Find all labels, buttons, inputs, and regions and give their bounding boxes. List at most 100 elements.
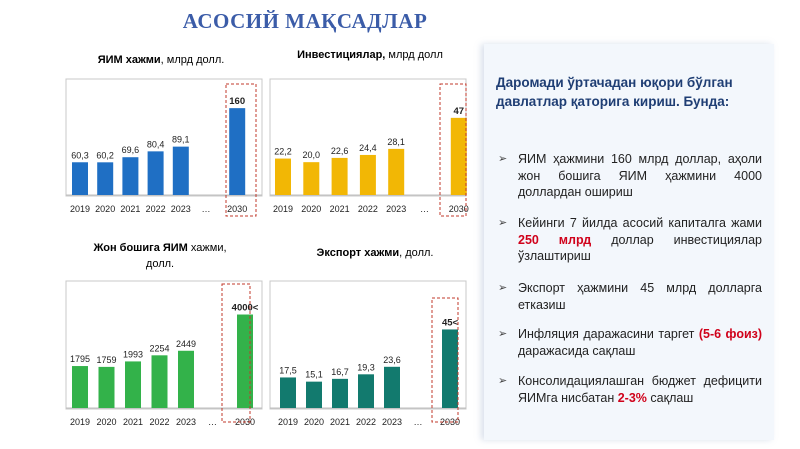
goal-text-part: Кейинги 7 йилда асосий капиталга жами — [518, 216, 762, 230]
chart-title-gdp-per-capita-bold: Жон бошига ЯИМ — [93, 242, 188, 254]
tick-label-investment-2021: 2021 — [330, 204, 350, 214]
bar-gdp-2019 — [72, 162, 88, 195]
tick-label-export-2023: 2023 — [382, 417, 402, 427]
data-label-investment-2030: 47 — [454, 106, 465, 117]
chart-title-gdp-rest: , млрд долл. — [160, 54, 225, 66]
tick-label-export-2020: 2020 — [304, 417, 324, 427]
goal-text-part: Инфляция даражасини таргет — [518, 327, 699, 341]
goal-text-part: Консолидациялашган бюджет дефицити ЯИМга… — [518, 374, 762, 405]
tick-label-investment-2023: 2023 — [386, 204, 406, 214]
tick-label-export-ellipsis: … — [414, 417, 423, 427]
target-highlight-box-gdp-per-capita — [221, 283, 251, 423]
chart-title-gdp-per-capita-rest: хажми, долл. — [145, 242, 227, 270]
data-label-gdp-2023: 89,1 — [172, 135, 190, 145]
goals-heading: Даромади ўртачадан юқори бўлган давлатла… — [496, 75, 733, 109]
bar-gdp-per-capita-2022 — [151, 355, 168, 408]
goal-text-part: сақлаш — [646, 390, 694, 405]
goal-item-export: ➢ Экспорт ҳажмини 45 млрд долларга етказ… — [498, 280, 762, 313]
bar-export-2023 — [384, 366, 400, 408]
data-label-investment-2019: 22,2 — [274, 147, 292, 157]
target-highlight-box-investment — [439, 83, 467, 217]
data-label-investment-2021: 22,6 — [331, 146, 349, 156]
data-label-investment-2022: 24,4 — [359, 143, 377, 153]
tick-label-gdp-2019: 2019 — [70, 204, 90, 214]
arrow-bullet-icon: ➢ — [498, 375, 508, 387]
tick-label-export-2021: 2021 — [330, 417, 350, 427]
tick-label-investment-2019: 2019 — [273, 204, 293, 214]
data-label-gdp-2019: 60,3 — [71, 150, 89, 160]
bar-export-2021 — [332, 378, 348, 408]
bar-export-2022 — [358, 374, 374, 408]
data-label-gdp-per-capita-2030: 4000< — [232, 303, 259, 314]
chart-title-gdp: ЯИМ хажми, млрд долл. — [66, 52, 256, 68]
bar-investment-2020 — [303, 162, 320, 195]
chart-title-export-bold: Экспорт хажми — [316, 247, 400, 259]
data-label-gdp-per-capita-2019: 1795 — [70, 354, 90, 364]
bar-gdp-2020 — [97, 162, 114, 195]
goal-item-gdp: ➢ ЯИМ ҳажмини 160 млрд доллар, аҳоли жон… — [498, 151, 762, 201]
tick-label-investment-2022: 2022 — [358, 204, 378, 214]
goal-text: Консолидациялашган бюджет дефицити ЯИМга… — [498, 373, 762, 406]
arrow-bullet-icon: ➢ — [498, 217, 508, 229]
tick-label-investment-2030: 2030 — [449, 204, 469, 214]
goal-text: ЯИМ ҳажмини 160 млрд доллар, аҳоли жон б… — [518, 152, 762, 199]
goal-text-part: даражасида сақлаш — [518, 343, 636, 358]
tick-label-gdp-per-capita-2023: 2023 — [176, 417, 196, 427]
tick-label-gdp-2023: 2023 — [171, 204, 191, 214]
tick-label-investment-2020: 2020 — [301, 204, 321, 214]
data-label-gdp-per-capita-2021: 1993 — [123, 349, 143, 359]
bar-investment-2021 — [331, 157, 348, 195]
bar-gdp-per-capita-2021 — [125, 361, 141, 408]
bar-export-2020 — [306, 381, 322, 408]
bar-gdp-per-capita-2030 — [237, 314, 253, 408]
tick-label-gdp-per-capita-2019: 2019 — [70, 417, 90, 427]
goal-text-part: доллар инвестициялар ўзлаштириш — [518, 232, 762, 264]
tick-label-gdp-ellipsis: … — [202, 204, 211, 214]
data-label-export-2030: 45< — [442, 317, 459, 328]
bar-gdp-2022 — [147, 151, 164, 195]
bar-gdp-2023 — [172, 146, 189, 195]
chart-title-investment: Инвестициялар, млрд долл — [290, 47, 450, 63]
bar-gdp-per-capita-2023 — [178, 350, 194, 408]
arrow-bullet-icon: ➢ — [498, 153, 508, 165]
goal-highlight: (5-6 фоиз) — [698, 327, 763, 341]
bar-investment-2030 — [450, 117, 467, 195]
target-highlight-box-gdp — [225, 83, 257, 217]
bar-export-2030 — [442, 329, 458, 408]
tick-label-gdp-per-capita-2020: 2020 — [96, 417, 116, 427]
tick-label-gdp-2030: 2030 — [227, 204, 247, 214]
data-label-gdp-2020: 60,2 — [96, 150, 114, 160]
data-label-gdp-2021: 69,6 — [122, 145, 140, 155]
data-label-export-2023: 23,6 — [383, 355, 401, 365]
tick-label-gdp-per-capita-2022: 2022 — [149, 417, 169, 427]
page-title: АСОСИЙ МАҚСАДЛАР — [182, 9, 428, 33]
tick-label-export-2022: 2022 — [356, 417, 376, 427]
data-label-export-2022: 19,3 — [357, 362, 375, 372]
tick-label-gdp-2021: 2021 — [120, 204, 140, 214]
data-label-gdp-per-capita-2020: 1759 — [96, 355, 116, 365]
chart-title-investment-rest: млрд долл — [385, 49, 443, 61]
chart-title-export-rest: , долл. — [399, 247, 434, 259]
bar-gdp-per-capita-2020 — [98, 366, 115, 408]
bar-gdp-2030 — [229, 108, 246, 195]
chart-title-gdp-bold: ЯИМ хажми — [97, 54, 161, 66]
data-label-investment-2023: 28,1 — [387, 137, 405, 147]
tick-label-gdp-2022: 2022 — [146, 204, 166, 214]
tick-label-export-2019: 2019 — [278, 417, 298, 427]
bar-export-2019 — [280, 377, 296, 408]
arrow-bullet-icon: ➢ — [498, 282, 508, 294]
goals-panel — [484, 44, 774, 440]
data-label-export-2019: 17,5 — [279, 365, 297, 375]
goal-item-investment: ➢ Кейинги 7 йилда асосий капиталга жами … — [498, 215, 762, 265]
chart-title-export: Экспорт хажми, долл. — [290, 245, 460, 261]
data-label-gdp-2022: 80,4 — [147, 139, 165, 149]
bar-investment-2022 — [359, 154, 376, 195]
tick-label-gdp-per-capita-ellipsis: … — [208, 417, 217, 427]
goal-text: Кейинги 7 йилда асосий капиталга жами 25… — [498, 215, 762, 265]
tick-label-investment-ellipsis: … — [420, 204, 429, 214]
bar-gdp-per-capita-2019 — [72, 366, 88, 408]
data-label-gdp-per-capita-2022: 2254 — [149, 343, 169, 353]
bar-investment-2023 — [388, 148, 405, 195]
data-label-export-2021: 16,7 — [331, 367, 349, 377]
